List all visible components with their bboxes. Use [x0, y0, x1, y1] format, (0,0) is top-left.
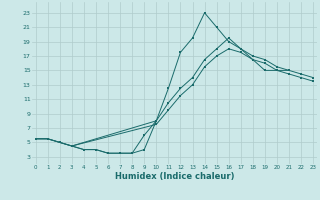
X-axis label: Humidex (Indice chaleur): Humidex (Indice chaleur) — [115, 172, 234, 181]
